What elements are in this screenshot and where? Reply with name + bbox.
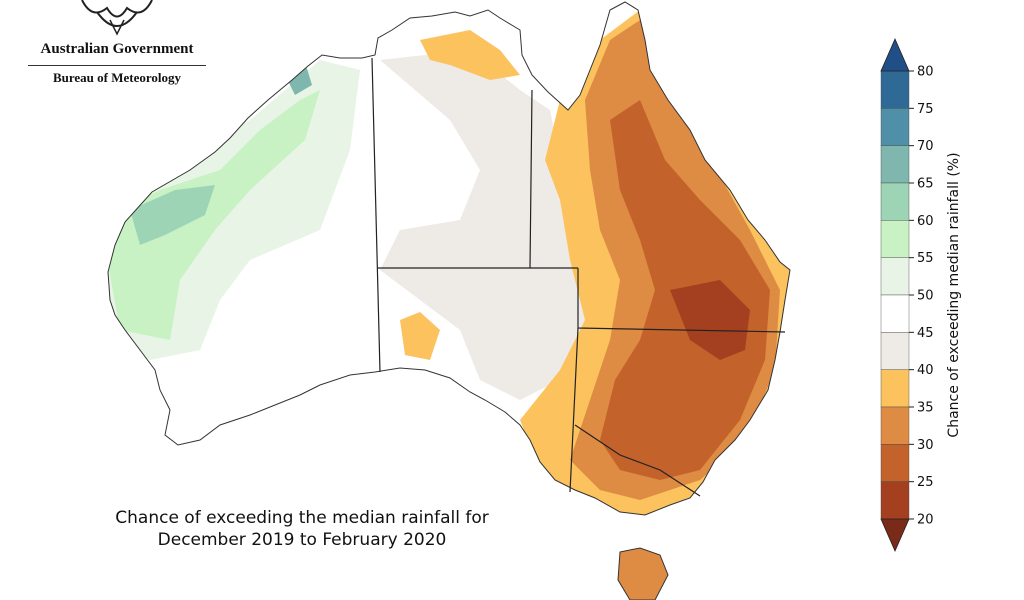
colorbar-band-45-50 [880,294,910,333]
colorbar-band-35-40 [880,369,910,408]
colorbar-tick-label-60: 60 [917,214,934,229]
colorbar-band-55-60 [880,220,910,258]
wettest-region [285,62,312,95]
colorbar-tick-label-55: 55 [917,251,934,266]
dry-patch-central [400,312,440,360]
colorbar-band-75-80 [880,70,910,109]
colorbar-title: Chance of exceeding median rainfall (%) [946,152,962,437]
colorbar-tick-label-65: 65 [917,177,934,192]
colorbar-tick-label-20: 20 [917,513,934,528]
extreme-dry-region [670,280,750,360]
wet-region [108,90,320,340]
colorbar-bands [880,70,910,520]
nt-qld-border [529,89,533,269]
coat-of-arms-emblem [81,0,153,36]
map-caption: Chance of exceeding the median rainfall … [60,507,544,551]
colorbar-band-65-70 [880,145,910,184]
sa-vic-border [569,327,579,493]
agency-name: Australian Government [40,41,194,57]
dry-patch-north [420,30,520,80]
bom-logo: Australian Government Bureau of Meteorol… [22,0,212,90]
colorbar-band-30-35 [880,406,910,445]
colorbar-band-40-45 [880,332,910,370]
state-borders [371,57,786,497]
colorbar-extend-high [880,38,910,72]
caption-line-1: Chance of exceeding the median rainfall … [115,508,489,528]
colorbar-tick-label-25: 25 [917,475,934,490]
wa-border [371,57,381,373]
colorbar-tick-label-70: 70 [917,139,934,154]
nsw-vic-border [574,424,701,497]
rainfall-outlook-map [107,1,791,600]
tasmania [617,547,669,600]
colorbar-tick-label-30: 30 [917,438,934,453]
bureau-name: Bureau of Meteorology [52,70,182,85]
colorbar-tick-label-45: 45 [917,326,934,341]
colorbar-band-20-25 [880,481,910,520]
colorbar-tick-label-40: 40 [917,363,934,378]
colorbar-tick-label-50: 50 [917,289,934,304]
colorbar-band-70-75 [880,108,910,146]
caption-line-2: December 2019 to February 2020 [157,530,447,550]
neutral-region [380,50,600,400]
colorbar-band-60-65 [880,182,910,221]
logo-divider [28,65,206,66]
colorbar-tick-label-80: 80 [917,65,934,80]
wetter-region [130,185,215,245]
colorbar-band-50-55 [880,257,910,296]
colorbar-legend: 80 75 70 65 60 55 50 45 40 35 30 25 20 Chance of exc… [880,38,962,552]
colorbar-ticks: 80 75 70 65 60 55 50 45 40 35 30 25 20 [909,65,934,528]
colorbar-tick-label-75: 75 [917,102,934,117]
colorbar-tick-label-35: 35 [917,401,934,416]
colorbar-band-25-30 [880,444,910,482]
colorbar-extend-low [880,518,910,552]
